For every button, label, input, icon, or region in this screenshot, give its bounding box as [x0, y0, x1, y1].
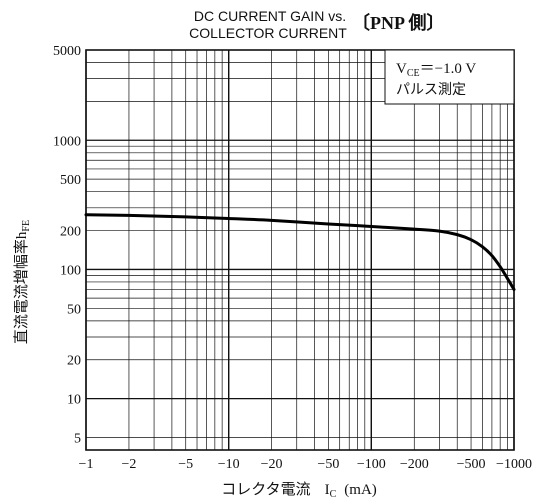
- y-tick-labels: 5 10 20 50 100 200 500 1000 5000: [53, 44, 81, 446]
- x-tick-label: −1: [79, 457, 94, 472]
- legend-line2: パルス測定: [396, 82, 466, 98]
- y-tick-label: 20: [67, 354, 81, 369]
- y-tick-label: 50: [67, 302, 81, 317]
- y-axis-label-sub: FE: [21, 220, 32, 232]
- legend-line1: VCE＝−1.0 V: [396, 61, 476, 79]
- x-axis-label-sub: C: [330, 489, 337, 500]
- x-tick-label: −200: [400, 457, 429, 472]
- y-axis-label-main: 直流電流増幅率: [13, 239, 30, 344]
- legend: VCE＝−1.0 V パルス測定: [384, 49, 515, 105]
- x-tick-label: −50: [317, 457, 339, 472]
- legend-line1-sub: CE: [407, 68, 420, 79]
- y-tick-label: 5: [74, 431, 81, 446]
- x-axis-label: コレクタ電流 IC (mA): [221, 481, 377, 500]
- x-tick-label: −5: [178, 457, 193, 472]
- y-tick-label: 1000: [53, 134, 81, 149]
- x-tick-label: −20: [261, 457, 283, 472]
- grid-lines: [85, 49, 515, 451]
- legend-box: [384, 49, 515, 105]
- x-tick-label: −500: [457, 457, 486, 472]
- chart-title-line1: DC CURRENT GAIN vs.: [194, 8, 346, 24]
- x-tick-label: −1000: [496, 457, 532, 472]
- x-tick-label: −100: [357, 457, 386, 472]
- x-axis-label-main: コレクタ電流: [221, 481, 310, 498]
- x-tick-labels: −1 −2 −5 −10 −20 −50 −100 −200 −500 −1000: [79, 457, 532, 472]
- y-axis-label-text: 直流電流増幅率hFE: [13, 220, 32, 344]
- chart-title-suffix: 〔PNP 側〕: [352, 12, 445, 33]
- y-tick-label: 100: [60, 263, 81, 278]
- legend-line1-symbol: V: [396, 61, 407, 77]
- plot-frame: [85, 49, 515, 451]
- x-axis-label-symbol: I: [325, 482, 330, 498]
- series-line: [84, 213, 516, 291]
- y-tick-label: 5000: [53, 44, 81, 59]
- series-layer: [84, 213, 516, 291]
- legend-line1-value: ＝−1.0 V: [420, 61, 477, 77]
- y-axis-label: 直流電流増幅率hFE: [13, 220, 32, 344]
- y-axis-label-symbol: h: [14, 231, 30, 239]
- x-tick-label: −10: [218, 457, 240, 472]
- y-tick-label: 200: [60, 225, 81, 240]
- y-tick-label: 500: [60, 173, 81, 188]
- y-tick-label: 10: [67, 393, 81, 408]
- x-tick-label: −2: [121, 457, 136, 472]
- x-axis-label-unit: (mA): [344, 482, 377, 498]
- chart-title-line2: COLLECTOR CURRENT: [189, 25, 347, 41]
